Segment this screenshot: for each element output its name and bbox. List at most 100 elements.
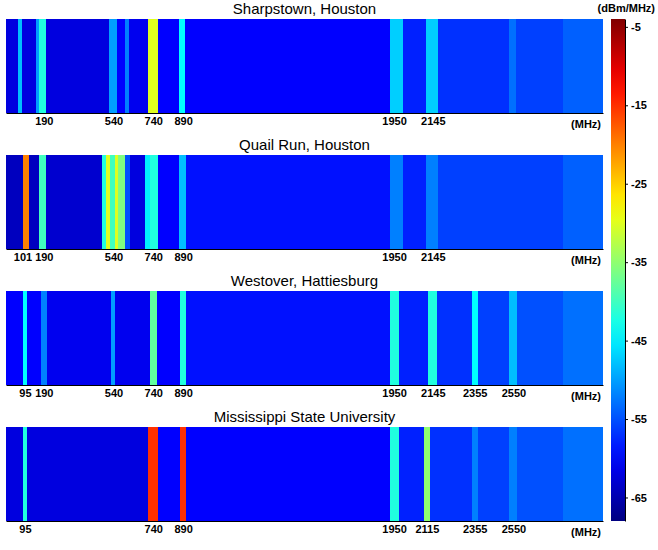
tick-label: 2115 (415, 523, 439, 535)
heat-cell (403, 155, 426, 249)
heat-cell (125, 155, 130, 249)
axis-line (7, 249, 604, 250)
heat-cell (118, 155, 125, 249)
heat-cell (426, 19, 438, 113)
heat-cell (180, 427, 186, 521)
tick: 190 (35, 113, 53, 127)
heat-cell (438, 155, 563, 249)
heat-cell (22, 19, 36, 113)
tick: 1950 (382, 385, 406, 399)
heat-cell (437, 291, 472, 385)
tick-label: -55 (631, 413, 647, 425)
heat-cell (472, 427, 478, 521)
x-axis: 10119054074089019502145 (7, 249, 604, 263)
heat-cell (185, 19, 390, 113)
tick: 540 (105, 385, 123, 399)
panel-title: Quail Run, Houston (239, 136, 370, 153)
heat-cell (110, 155, 115, 249)
heat-cell (403, 19, 426, 113)
axis-title: (MHz) (571, 118, 601, 130)
heat-cell (150, 155, 158, 249)
heat-cell (111, 291, 115, 385)
heat-cell (509, 19, 516, 113)
colorbar: -5-15-25-35-45-55-65(dBm/MHz) (598, 2, 656, 522)
heat-cell (36, 19, 39, 113)
tick: -15 (625, 99, 647, 111)
heat-cell (390, 19, 403, 113)
heat-cell (179, 155, 186, 249)
heatmap (6, 155, 603, 249)
heat-cell (6, 291, 23, 385)
panel-title: Mississippi State University (214, 408, 396, 425)
heat-cell (27, 427, 148, 521)
heat-cell (517, 291, 563, 385)
tick-label: 740 (145, 387, 163, 399)
tick-label: -45 (631, 335, 647, 347)
figure: Sharpstown, Houston 190 540 740 890 1950 2145 (… (0, 0, 658, 550)
heat-cell (428, 291, 437, 385)
panel: Sharpstown, Houston19054074089019502145(… (6, 0, 604, 130)
tick: 740 (145, 249, 163, 263)
heat-cell (145, 155, 150, 249)
heat-cell (186, 155, 390, 249)
tick: 2145 (421, 385, 445, 399)
tick-label: -35 (631, 256, 647, 268)
tick-label: 2550 (502, 387, 526, 399)
panel: Quail Run, Houston1011905407408901950214… (6, 136, 604, 266)
heat-cell (517, 427, 563, 521)
axis-line (7, 113, 604, 114)
tick-mark (625, 27, 628, 28)
tick-label: 2355 (463, 523, 487, 535)
heat-cell (186, 427, 390, 521)
axis-line (625, 20, 626, 522)
tick: -35 (625, 256, 647, 268)
heat-cell (41, 291, 47, 385)
tick: 890 (174, 385, 192, 399)
heat-cell (158, 427, 180, 521)
heat-cell (186, 291, 390, 385)
tick: 540 (105, 113, 123, 127)
tick: 740 (145, 385, 163, 399)
colorbar-scale (611, 19, 625, 521)
panel: Mississippi State University957408901950… (6, 408, 604, 538)
heat-cell (150, 291, 157, 385)
tick: 1950 (382, 113, 406, 127)
tick-label: 890 (174, 251, 192, 263)
heat-cell (516, 19, 563, 113)
heat-cell (6, 427, 23, 521)
tick: 2355 (463, 385, 487, 399)
tick: 2145 (421, 249, 445, 263)
heat-cell (109, 19, 117, 113)
tick-mark (625, 262, 628, 263)
heat-cell (179, 19, 185, 113)
tick: -55 (625, 413, 647, 425)
tick-label: 740 (145, 523, 163, 535)
x-axis: 957408901950211523552550 (7, 521, 604, 535)
heat-cell (426, 155, 438, 249)
heat-cell (46, 19, 110, 113)
heat-cell (438, 19, 510, 113)
tick: 95 (19, 521, 31, 535)
tick-mark (625, 497, 628, 498)
heat-cell (115, 291, 150, 385)
tick: 540 (105, 249, 123, 263)
tick: 2550 (502, 521, 526, 535)
heat-cell (148, 19, 158, 113)
heat-cell (117, 19, 125, 113)
heat-cell (157, 291, 180, 385)
panel-title: Sharpstown, Houston (233, 0, 376, 17)
tick-label: 190 (35, 115, 53, 127)
heat-cell (472, 291, 478, 385)
tick: 890 (174, 521, 192, 535)
tick-label: 890 (174, 387, 192, 399)
heat-cell (390, 155, 403, 249)
heat-cell (399, 427, 424, 521)
heat-cell (102, 155, 107, 249)
heat-cell (125, 19, 129, 113)
heat-cell (478, 427, 510, 521)
heat-cell (158, 19, 179, 113)
tick-label: -65 (631, 491, 647, 503)
tick-label: 2145 (421, 251, 445, 263)
heat-cell (39, 155, 46, 249)
heat-cell (509, 291, 517, 385)
